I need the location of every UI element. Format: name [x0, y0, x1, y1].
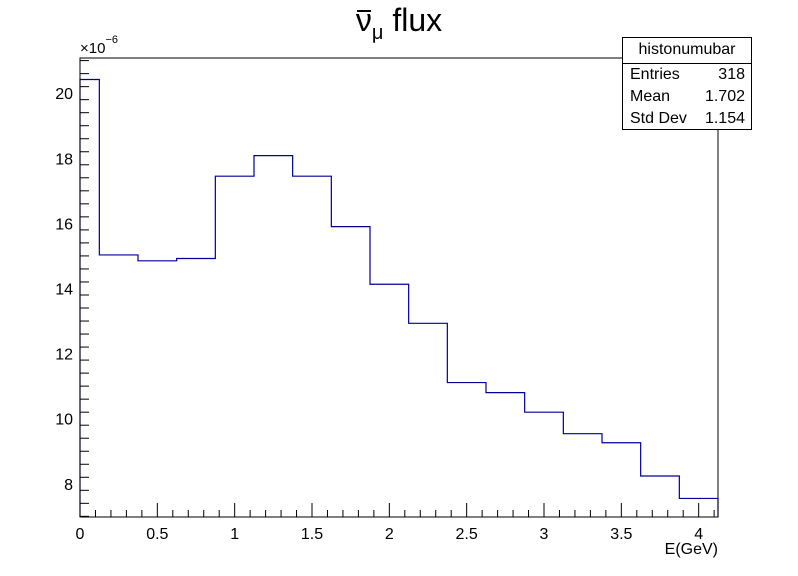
- plot-frame: [79, 57, 719, 518]
- stats-histogram-name: histonumubar: [623, 38, 751, 64]
- stats-label: Mean: [630, 88, 671, 105]
- x-axis-label: E(GeV): [664, 541, 718, 558]
- y-tick-label: 18: [55, 151, 73, 168]
- title-symbol: ν: [355, 2, 372, 38]
- y-tick-label: 14: [55, 281, 73, 298]
- x-tick-label: 2: [385, 526, 394, 543]
- x-tick-label: 0: [76, 526, 85, 543]
- x-tick-label: 4: [694, 526, 703, 543]
- x-tick-label: 1.5: [301, 526, 323, 543]
- multiplier-base: ×10: [80, 40, 106, 57]
- stats-value: 1.154: [704, 110, 745, 127]
- histogram-line: [79, 78, 719, 517]
- y-tick-label: 10: [55, 412, 73, 429]
- stats-row-entries: Entries 318: [623, 64, 751, 86]
- x-tick-label: 1: [230, 526, 239, 543]
- stats-row-mean: Mean 1.702: [623, 86, 751, 108]
- stats-box: histonumubar Entries 318 Mean 1.702 Std …: [622, 37, 752, 130]
- title-subscript: μ: [371, 22, 384, 44]
- x-tick-label: 2.5: [456, 526, 478, 543]
- title-suffix: flux: [383, 2, 443, 38]
- chart-title: νμ flux: [0, 2, 798, 44]
- y-tick-label: 20: [55, 86, 73, 103]
- y-axis-multiplier: ×10−6: [80, 34, 118, 57]
- stats-value: 318: [718, 66, 745, 83]
- stats-value: 1.702: [704, 88, 745, 105]
- multiplier-exponent: −6: [105, 34, 118, 46]
- y-tick-label: 16: [55, 216, 73, 233]
- y-tick-label: 8: [64, 477, 73, 494]
- stats-row-stddev: Std Dev 1.154: [623, 108, 751, 130]
- stats-label: Entries: [630, 66, 680, 83]
- x-tick-label: 0.5: [146, 526, 168, 543]
- y-tick-label: 12: [55, 347, 73, 364]
- x-tick-label: 3: [540, 526, 549, 543]
- x-tick-label: 3.5: [610, 526, 632, 543]
- stats-label: Std Dev: [630, 110, 687, 127]
